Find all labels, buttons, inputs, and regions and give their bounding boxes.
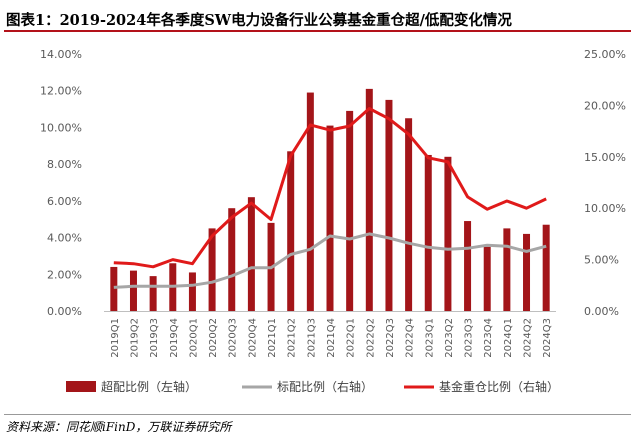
x-tick-label: 2020Q4 — [247, 318, 258, 358]
right-axis-tick-label: 15.00% — [584, 151, 626, 164]
bar-overweight — [129, 270, 137, 311]
bar-overweight — [208, 228, 216, 311]
bar-overweight — [149, 276, 157, 311]
x-tick-label: 2019Q1 — [110, 318, 121, 358]
bar-overweight — [306, 92, 314, 311]
bar-overweight — [503, 228, 511, 311]
x-tick-label: 2022Q1 — [346, 318, 357, 358]
bar-overweight — [326, 125, 334, 311]
bar-overweight — [228, 208, 236, 311]
bar-overweight — [188, 272, 196, 311]
left-axis-tick-label: 2.00% — [47, 268, 82, 281]
x-tick-label: 2023Q4 — [483, 318, 494, 358]
x-tick-label: 2020Q1 — [188, 318, 199, 358]
x-tick-label: 2019Q4 — [169, 318, 180, 358]
x-tick-label: 2019Q2 — [129, 318, 140, 358]
x-tick-label: 2024Q1 — [503, 318, 514, 358]
x-tick-label: 2020Q3 — [228, 318, 239, 358]
line-benchmark — [113, 232, 547, 289]
right-axis-tick-label: 10.00% — [584, 202, 626, 215]
source-note: 资料来源：同花顺iFinD，万联证券研究所 — [6, 420, 232, 434]
bar-overweight — [405, 118, 413, 311]
bar-overweight — [483, 246, 491, 311]
x-tick-label: 2020Q2 — [208, 318, 219, 358]
x-tick-label: 2021Q3 — [306, 318, 317, 358]
right-axis-tick-label: 0.00% — [584, 305, 619, 318]
right-axis-tick-label: 25.00% — [584, 48, 626, 61]
footer-divider — [4, 414, 631, 415]
x-tick-label: 2023Q3 — [464, 318, 475, 358]
x-tick-label: 2022Q3 — [385, 318, 396, 358]
bar-overweight — [110, 266, 118, 311]
legend-label-benchmark: 标配比例（右轴） — [277, 379, 373, 394]
bar-overweight — [287, 151, 295, 311]
bar-overweight — [346, 110, 354, 312]
bar-overweight — [542, 224, 550, 311]
left-axis-tick-label: 4.00% — [47, 232, 82, 245]
left-axis-tick-label: 12.00% — [40, 85, 82, 98]
x-tick-label: 2022Q2 — [365, 318, 376, 358]
bar-overweight — [247, 197, 255, 311]
x-tick-label: 2023Q1 — [424, 318, 435, 358]
x-tick-label: 2019Q3 — [149, 318, 160, 358]
bar-overweight — [385, 99, 393, 312]
title-bar: 图表1：2019-2024年各季度SW电力设备行业公募基金重仓超/低配变化情况 — [4, 4, 631, 32]
x-tick-label: 2023Q2 — [444, 318, 455, 358]
left-axis-tick-label: 10.00% — [40, 121, 82, 134]
x-tick-label: 2021Q1 — [267, 318, 278, 358]
x-tick-label: 2022Q4 — [405, 318, 416, 358]
left-axis-tick-label: 6.00% — [47, 195, 82, 208]
legend-swatch-overweight — [66, 381, 96, 392]
page-title: 图表1：2019-2024年各季度SW电力设备行业公募基金重仓超/低配变化情况 — [6, 12, 512, 29]
x-tick-label: 2021Q2 — [287, 318, 298, 358]
bar-overweight — [365, 88, 373, 311]
x-tick-label: 2024Q2 — [523, 318, 534, 358]
bar-overweight — [424, 154, 432, 311]
left-axis-tick-label: 0.00% — [47, 305, 82, 318]
line-fund-holding — [113, 107, 547, 269]
bar-overweight — [444, 156, 452, 311]
x-tick-label: 2024Q3 — [542, 318, 553, 358]
left-axis-tick-label: 14.00% — [40, 48, 82, 61]
x-tick-label: 2021Q4 — [326, 318, 337, 358]
right-axis-tick-label: 5.00% — [584, 254, 619, 267]
bar-overweight — [464, 221, 472, 311]
left-axis-tick-label: 8.00% — [47, 158, 82, 171]
legend-label-fund-holding: 基金重仓比例（右轴） — [439, 379, 559, 394]
bar-overweight — [523, 233, 531, 311]
right-axis-tick-label: 20.00% — [584, 99, 626, 112]
legend-label-overweight: 超配比例（左轴） — [101, 379, 197, 394]
